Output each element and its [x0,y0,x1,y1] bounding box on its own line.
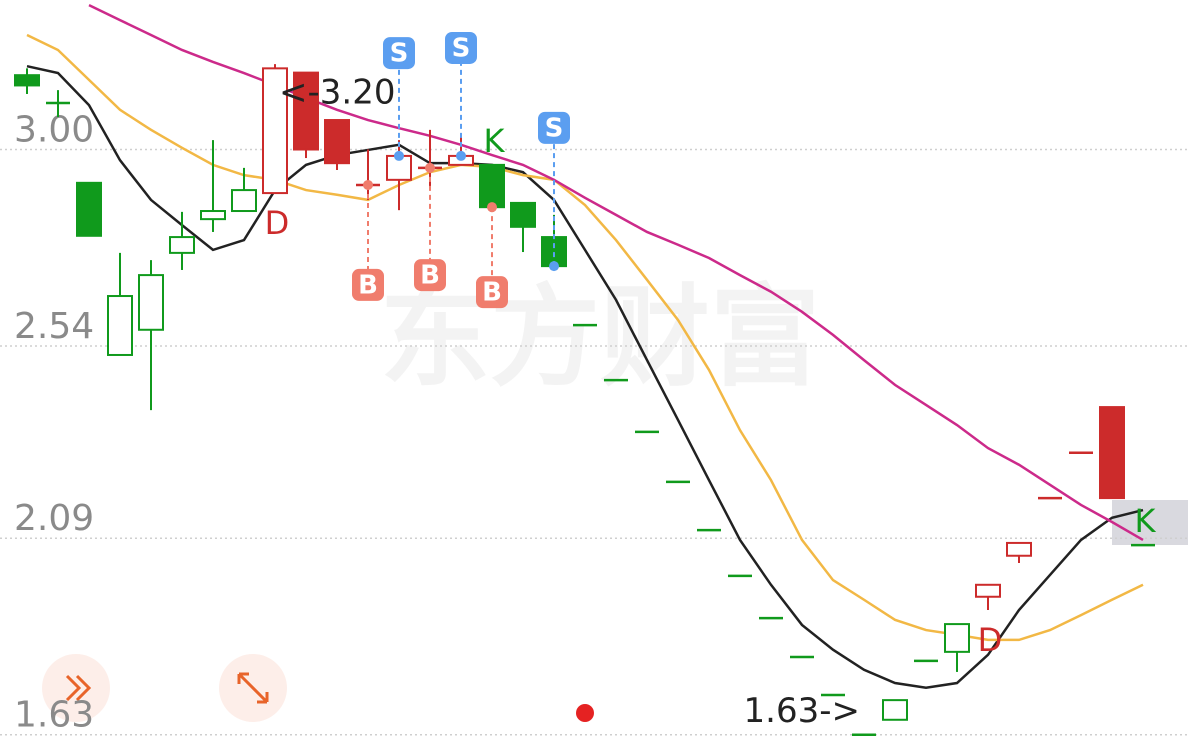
y-tick-label: 2.54 [14,306,94,347]
candle-body [107,295,133,356]
candle-body [479,163,505,209]
signal-label: B [482,278,502,308]
signal-badge [414,259,446,292]
pattern-label: D [265,204,290,242]
candle-body [1099,406,1125,500]
signal-badge [476,276,508,309]
status-dot [576,704,594,722]
candle-body [1006,541,1032,557]
signal-label: S [390,39,409,69]
signal-label: B [358,270,378,300]
pattern-label: D [978,621,1003,659]
candle-body [975,583,1001,598]
candle-body [138,274,164,331]
candle-body [324,119,350,165]
signal-dot [487,202,497,213]
candle-body [293,71,319,151]
candle-body [944,623,970,653]
signal-dot [394,150,404,161]
max-price-label: <-3.20 [279,73,395,113]
moving-average-line [26,64,1144,690]
min-price-label: 1.63-> [744,691,860,731]
signal-label: S [452,33,471,63]
signal-label: B [420,261,440,291]
y-tick-label: 1.63 [14,695,94,736]
expand-icon [237,672,269,704]
candle-body [200,210,226,221]
fast-forward-icon [65,674,92,702]
y-tick-label: 2.09 [14,498,94,539]
watermark: 东方财富 [380,273,820,401]
candle-body [76,181,102,237]
candle-body [231,189,257,213]
signal-label: S [545,113,564,143]
signal-badge [445,31,477,64]
signal-badge [352,268,384,301]
signal-dot [456,150,466,161]
fast-forward-button[interactable] [42,654,110,722]
signal-dot [363,179,373,190]
signal-badge [383,37,415,70]
pattern-label: K [484,122,506,160]
signal-dot [549,261,559,272]
candle-body [510,201,536,228]
candle-body [262,67,288,195]
y-tick-label: 3.00 [14,110,94,151]
candle-body [169,236,195,254]
signal-badge [538,111,570,144]
pattern-label: K [1135,502,1157,540]
signal-dot [425,162,435,173]
candle-body [882,699,908,721]
candle-body [14,74,40,87]
